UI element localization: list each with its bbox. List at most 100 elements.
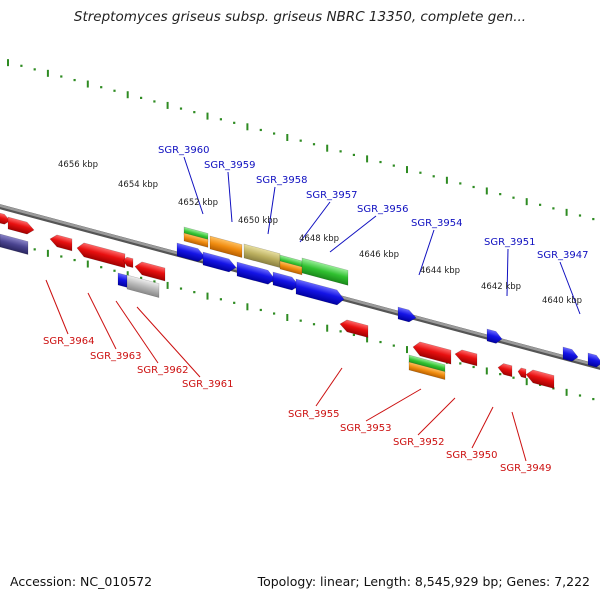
gene-label-upper[interactable]: SGR_3957: [306, 190, 358, 201]
gene-glyph[interactable]: [454, 348, 478, 367]
gene-glyph[interactable]: [236, 261, 276, 286]
scale-label: 4650 kbp: [238, 216, 278, 226]
gene-glyph[interactable]: [408, 361, 446, 380]
scale-dot: [552, 207, 555, 210]
gene-glyph[interactable]: [0, 211, 11, 226]
gene-glyph[interactable]: [587, 352, 600, 369]
gene-glyph[interactable]: [7, 216, 35, 236]
gene-label-upper[interactable]: SGR_3954: [411, 218, 463, 229]
leader-line: [45, 279, 69, 335]
gene-label-upper[interactable]: SGR_3960: [158, 145, 210, 156]
gene-label-upper[interactable]: SGR_3959: [204, 160, 256, 171]
scale-dot: [179, 287, 183, 290]
gene-glyph[interactable]: [412, 340, 452, 365]
scale-label: 4642 kbp: [481, 282, 521, 292]
gene-glyph[interactable]: [126, 274, 160, 298]
gene-label-lower[interactable]: SGR_3952: [393, 437, 445, 448]
scale-dot: [33, 248, 36, 251]
leader-line: [115, 300, 159, 364]
scale-dot: [499, 373, 502, 376]
gene-glyph[interactable]: [243, 243, 281, 268]
leader-line: [315, 367, 343, 407]
gene-glyph[interactable]: [301, 257, 349, 286]
scale-dot: [299, 139, 302, 142]
leader-line: [87, 292, 117, 350]
scale-dot: [60, 75, 63, 78]
scale-dot: [472, 365, 475, 369]
scale-dot: [219, 118, 222, 121]
scale-dot: [392, 344, 395, 347]
scale-dot: [259, 128, 262, 132]
scale-dot: [352, 333, 355, 337]
scale-label: 4640 kbp: [542, 296, 582, 306]
gene-glyph[interactable]: [122, 256, 134, 268]
scale-dot: [273, 312, 276, 315]
gene-label-lower[interactable]: SGR_3955: [288, 409, 340, 420]
gene-glyph[interactable]: [295, 278, 345, 307]
scale-dot: [60, 255, 63, 258]
scale-dot: [512, 376, 515, 379]
scale-dot: [339, 150, 342, 153]
scale-dot: [100, 86, 103, 89]
scale-dot: [339, 330, 342, 333]
gene-glyph[interactable]: [183, 232, 209, 248]
gene-glyph[interactable]: [76, 241, 126, 269]
scale-label: 4644 kbp: [420, 266, 460, 276]
scale-dot: [592, 217, 595, 221]
scale-label: 4648 kbp: [299, 234, 339, 244]
gene-glyph[interactable]: [525, 368, 555, 389]
gene-label-lower[interactable]: SGR_3950: [446, 450, 498, 461]
leader-line: [418, 229, 435, 276]
leader-line: [365, 388, 422, 422]
scale-dot: [273, 132, 276, 135]
scale-dot: [140, 96, 143, 99]
gene-glyph[interactable]: [202, 251, 237, 274]
gene-glyph[interactable]: [134, 260, 166, 282]
scale-dot: [539, 383, 542, 386]
gene-label-upper[interactable]: SGR_3947: [537, 250, 589, 261]
gene-glyph[interactable]: [176, 242, 206, 264]
leader-line: [329, 215, 377, 253]
scale-labels: 4656 kbp 4654 kbp 4652 kbp 4650 kbp 4648 kbp…: [58, 160, 582, 306]
gene-label-lower[interactable]: SGR_3963: [90, 351, 142, 362]
scale-dot: [233, 121, 236, 124]
gene-glyph[interactable]: [517, 367, 527, 379]
leader-line: [299, 201, 331, 243]
gene-label-upper[interactable]: SGR_3951: [484, 237, 536, 248]
gene-label-lower[interactable]: SGR_3962: [137, 365, 189, 376]
scale-dot: [259, 308, 262, 312]
gene-glyph[interactable]: [279, 260, 303, 276]
gene-label-lower[interactable]: SGR_3953: [340, 423, 392, 434]
gene-glyph[interactable]: [397, 306, 417, 324]
scale-dot: [153, 100, 156, 103]
scale-dot: [312, 143, 316, 146]
scale-dot: [419, 171, 422, 174]
gene-glyph[interactable]: [486, 328, 503, 345]
gene-glyph[interactable]: [562, 346, 579, 363]
gene-glyph[interactable]: [339, 318, 369, 338]
scale-dot: [539, 203, 542, 206]
scale-dot: [153, 280, 156, 283]
leader-line: [559, 261, 581, 315]
gene-label-lower[interactable]: SGR_3961: [182, 379, 234, 390]
leader-line: [227, 171, 233, 223]
gene-glyph[interactable]: [209, 235, 243, 258]
gene-label-upper[interactable]: SGR_3956: [357, 204, 409, 215]
scale-label: 4654 kbp: [118, 180, 158, 190]
gene-glyph[interactable]: [49, 233, 73, 252]
scale-dot: [312, 323, 316, 326]
scale-dot: [219, 298, 222, 301]
gene-glyph[interactable]: [0, 233, 29, 255]
gene-glyph[interactable]: [272, 271, 300, 292]
leader-line: [471, 406, 494, 449]
scale-dot: [592, 397, 595, 401]
gene-label-upper[interactable]: SGR_3958: [256, 175, 308, 186]
scale-dot: [552, 387, 555, 390]
map-title: Streptomyces griseus subsp. griseus NBRC…: [73, 9, 527, 25]
gene-glyph[interactable]: [497, 362, 513, 378]
scale-dot: [459, 362, 462, 365]
scale-label: 4652 kbp: [178, 198, 218, 208]
gene-label-lower[interactable]: SGR_3949: [500, 463, 552, 474]
gene-label-lower[interactable]: SGR_3964: [43, 336, 95, 347]
gene-glyph[interactable]: [117, 272, 128, 288]
